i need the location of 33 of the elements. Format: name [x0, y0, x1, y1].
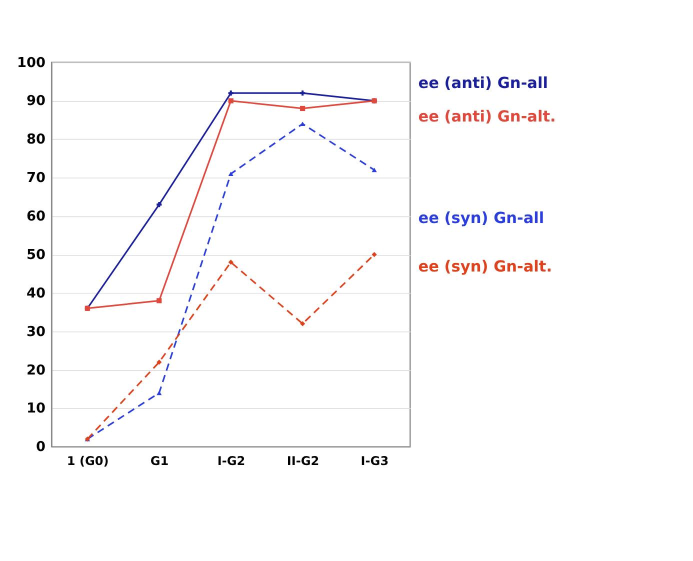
y-tick-label: 20 [26, 362, 46, 378]
y-tick-label: 30 [26, 324, 46, 340]
point [372, 252, 377, 258]
y-tick-label: 60 [26, 208, 46, 225]
point [300, 106, 306, 112]
point [156, 202, 162, 208]
x-tick-label: G1 [150, 454, 169, 468]
point [300, 90, 306, 96]
point [228, 260, 234, 265]
point [228, 172, 234, 176]
y-tick-label: 40 [26, 285, 46, 302]
point [156, 390, 162, 396]
point [156, 298, 162, 304]
y-tick-label: 100 [16, 54, 46, 71]
y-tick-label: 70 [26, 170, 46, 186]
text: ee (syn) Gn-all [418, 209, 544, 228]
y-tick-label: 80 [26, 132, 46, 148]
y-tick-label: 50 [26, 246, 46, 263]
x-tick-label: II-G2 [286, 454, 320, 468]
y-tick-label: 0 [36, 439, 46, 456]
point [228, 98, 234, 104]
text: ee (anti) Gn-all [418, 74, 548, 92]
y-tick-label: 90 [26, 93, 46, 110]
y-tick-label: 10 [26, 400, 46, 417]
text: ee (anti) Gn-alt. [418, 108, 556, 126]
x-tick-label: 1 (G0) [66, 454, 109, 468]
point [228, 90, 234, 96]
x-tick-label: I-G3 [360, 454, 389, 468]
text: ee (syn) Gn-alt. [418, 257, 552, 276]
x-tick-label: I-G2 [217, 454, 246, 468]
point [156, 360, 162, 365]
point [300, 321, 306, 326]
point [372, 168, 377, 172]
